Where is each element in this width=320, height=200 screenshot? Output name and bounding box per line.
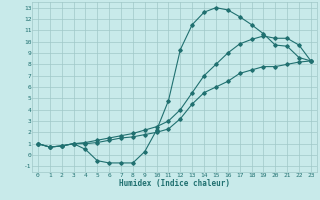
X-axis label: Humidex (Indice chaleur): Humidex (Indice chaleur) <box>119 179 230 188</box>
